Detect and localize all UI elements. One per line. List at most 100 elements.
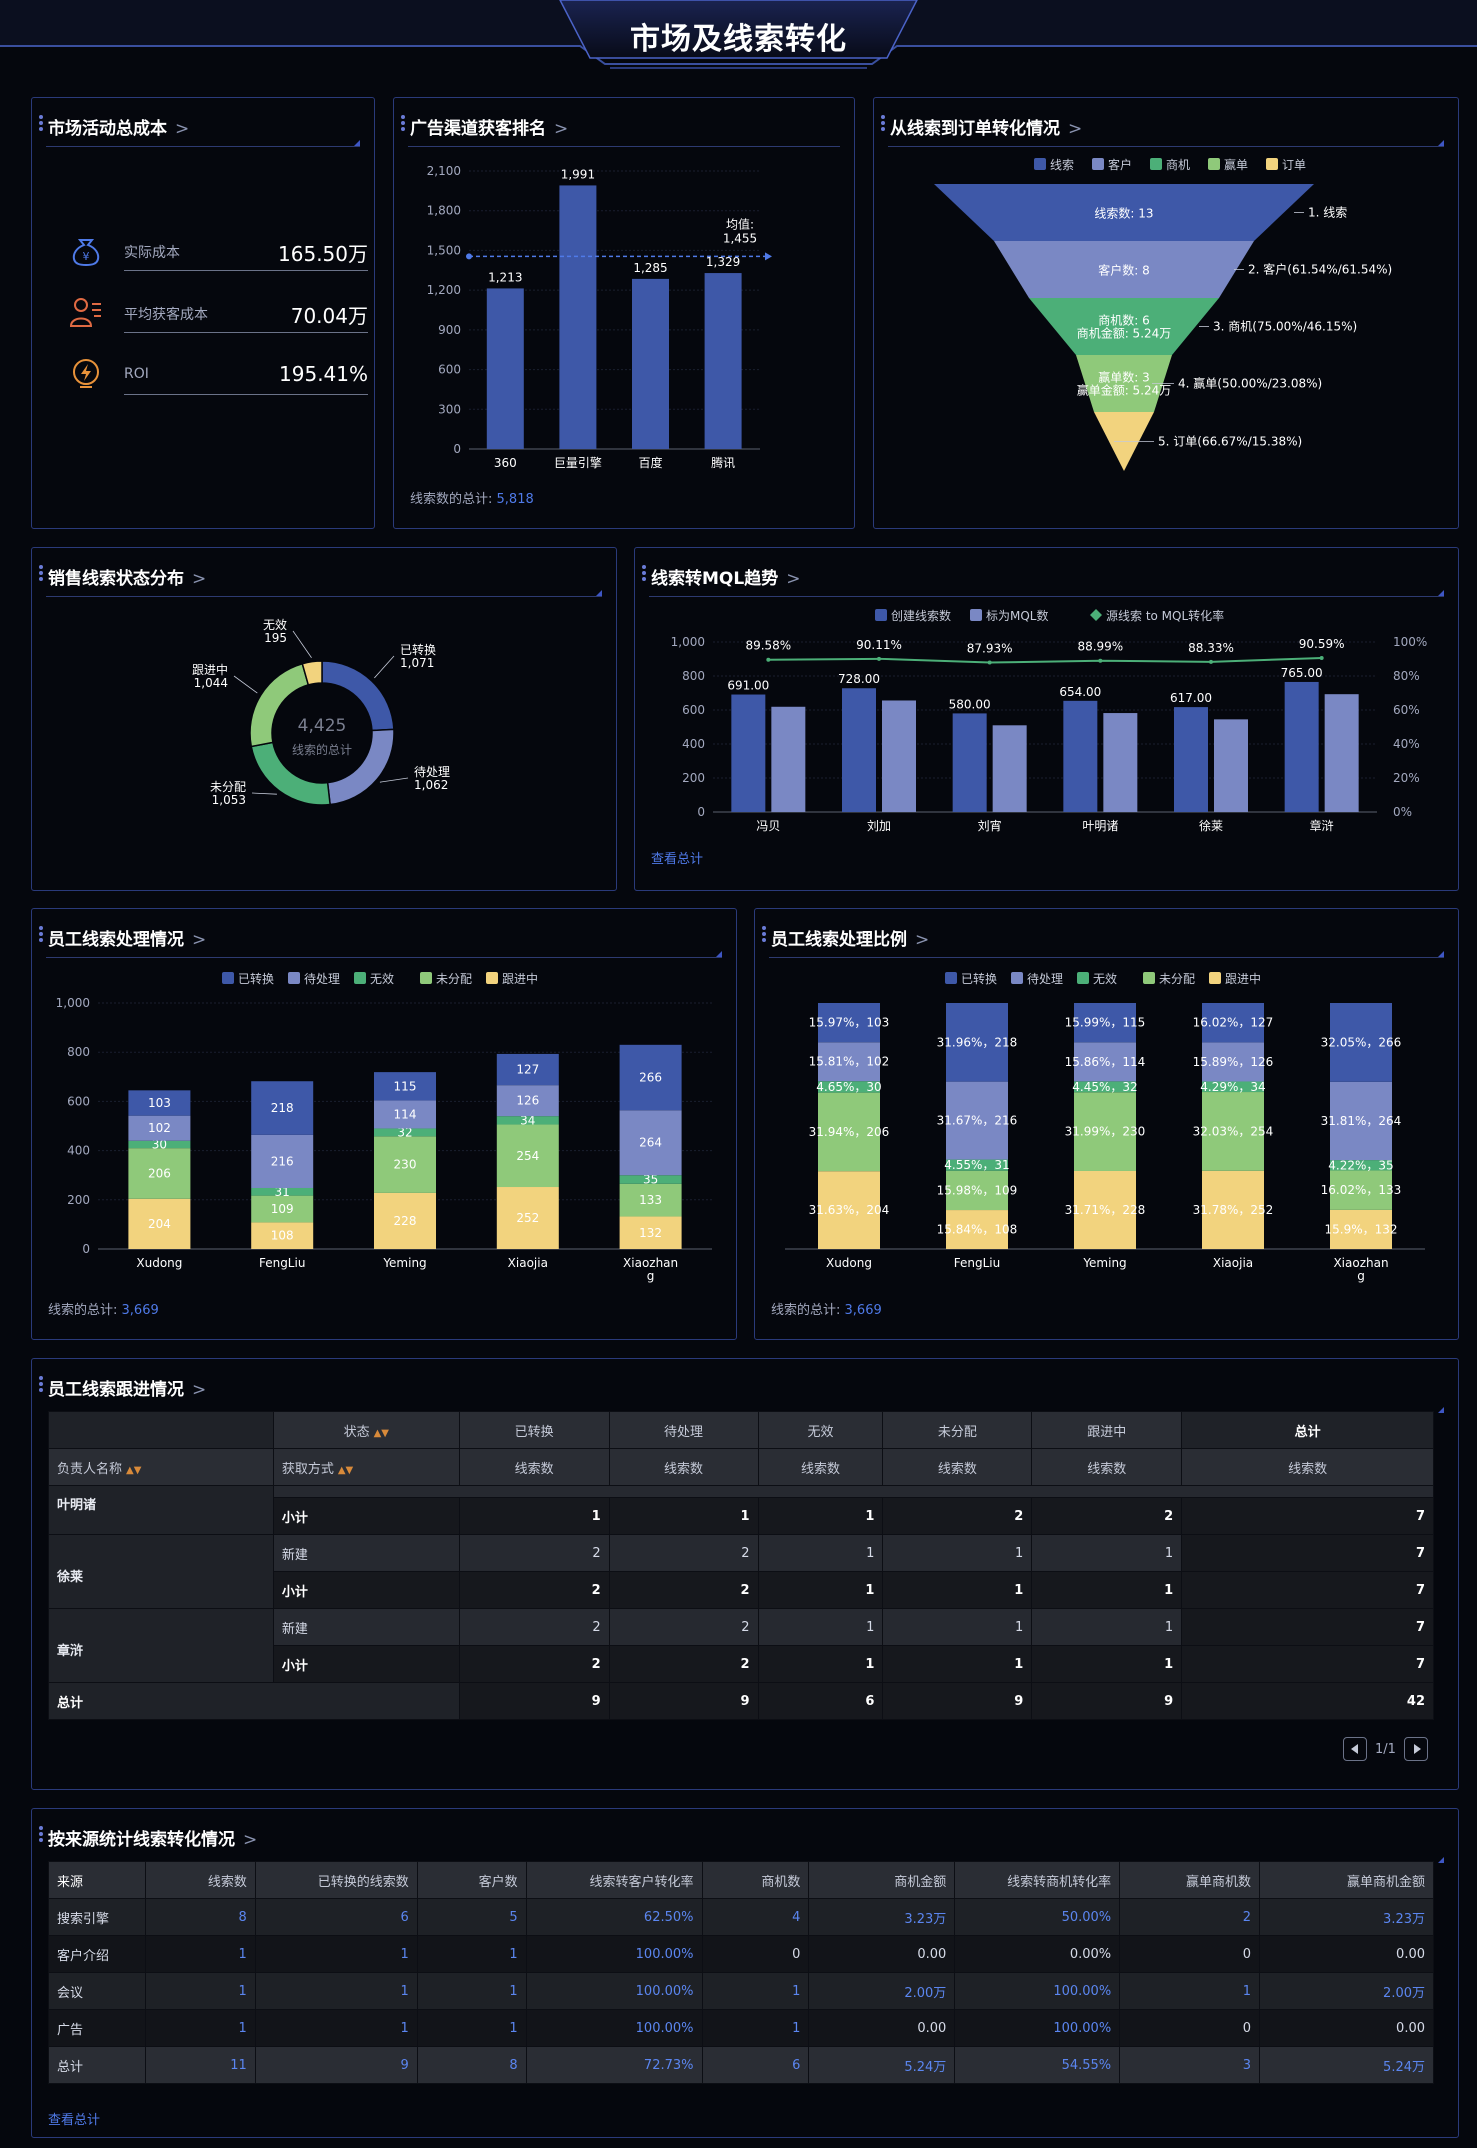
follow-panel-title[interactable]: 员工线索跟进情况 > xyxy=(39,1375,206,1400)
x-tick-label: Yeming xyxy=(382,1256,426,1270)
stack-segment xyxy=(1202,1042,1264,1082)
kpi-value: 165.50万 xyxy=(278,242,368,266)
segment-label: 34 xyxy=(520,1113,535,1127)
x-tick-label: 冯贝 xyxy=(756,819,780,833)
funnel-panel-title[interactable]: 从线索到订单转化情况 > xyxy=(881,114,1082,139)
kpi-roi: ROI 195.41% xyxy=(68,354,368,402)
table-row: 小计 2 2 1 1 1 7 xyxy=(49,1571,1434,1609)
value-cell: 6 xyxy=(757,1682,884,1720)
sort-icon[interactable]: ▲▼ xyxy=(373,1427,389,1439)
value-cell: 6 xyxy=(254,1898,418,1936)
value-cell: 42 xyxy=(1181,1682,1434,1720)
header-cell: 商机数 xyxy=(701,1861,810,1899)
legend-label: 线索 xyxy=(1050,158,1074,172)
mql-panel: 线索转MQL趋势 > 创建线索数 标为MQL数 源线索 to MQL转化率 0 0% 200… xyxy=(634,547,1459,891)
header-cell: 已转换 xyxy=(458,1411,610,1449)
table-row: 搜索引擎 8 6 5 62.50% 4 3.23万 50.00% 2 3.23万 xyxy=(48,1898,1434,1936)
segment-label: 4.65%，30 xyxy=(816,1080,881,1094)
kpi-value: 195.41% xyxy=(279,362,368,386)
stack-segment xyxy=(1330,1209,1392,1249)
segment-label: 228 xyxy=(394,1214,417,1228)
sort-icon[interactable]: ▲▼ xyxy=(126,1464,142,1476)
average-value: 1,455 xyxy=(723,231,757,245)
funnel-inner-label: 商机金额: 5.24万 xyxy=(1077,326,1172,341)
header-status[interactable]: 状态 ▲▼ xyxy=(272,1411,460,1449)
value-cell: 2 xyxy=(1119,1898,1261,1936)
value-cell: 1 xyxy=(882,1534,1033,1572)
bar xyxy=(952,713,987,812)
legend-label: 跟进中 xyxy=(502,971,538,986)
table-row: 总计 11 9 8 72.73% 6 5.24万 54.55% 3 5.24万 xyxy=(48,2046,1434,2084)
header-cell: 线索转商机转化率 xyxy=(954,1861,1121,1899)
value-cell: 1 xyxy=(144,1972,256,2010)
mql-panel-title[interactable]: 线索转MQL趋势 > xyxy=(642,564,800,589)
value-cell: 2 xyxy=(458,1645,610,1683)
segment-label: 15.86%，114 xyxy=(1065,1055,1146,1069)
donut-slice-value: 1,071 xyxy=(400,656,434,670)
rate-label: 90.59% xyxy=(1299,637,1345,651)
stack-segment xyxy=(374,1128,436,1137)
cost-panel-title[interactable]: 市场活动总成本 > xyxy=(39,114,189,139)
bar xyxy=(731,694,766,812)
value-cell: 8 xyxy=(416,2046,527,2084)
value-cell: 1 xyxy=(1031,1645,1183,1683)
sort-icon[interactable]: ▲▼ xyxy=(337,1464,354,1476)
mql-view-total-link[interactable]: 查看总计 xyxy=(651,852,704,867)
value-cell: 客户介绍 xyxy=(48,1935,146,1973)
bar-value-label: 1,285 xyxy=(633,261,667,275)
bar xyxy=(486,288,524,449)
ratio-panel-title[interactable]: 员工线索处理比例 > xyxy=(762,925,929,950)
rate-line xyxy=(768,656,1322,664)
kpi-actual-cost: ¥ 实际成本 165.50万 xyxy=(68,230,368,278)
funnel-inner-label: 赢单数: 3 xyxy=(1098,370,1150,385)
source-panel-title[interactable]: 按来源统计线索转化情况 > xyxy=(39,1825,257,1850)
prev-page-button[interactable] xyxy=(1342,1737,1367,1761)
value-cell: 2 xyxy=(608,1571,759,1609)
bar xyxy=(842,688,876,812)
segment-label: 31.99%，230 xyxy=(1065,1125,1146,1139)
donut-slice-name: 已转换 xyxy=(400,642,436,657)
bar xyxy=(704,273,742,449)
row-type: 新建 xyxy=(272,1534,460,1572)
emp-footer: 线索的总计: 3,669 xyxy=(48,1303,159,1318)
table-total-row: 总计 9 9 6 9 9 42 xyxy=(48,1682,1434,1720)
stack-segment xyxy=(818,1171,880,1249)
x-tick-label: FengLiu xyxy=(954,1256,1000,1270)
segment-label: 15.9%，132 xyxy=(1324,1222,1397,1236)
bar-value-label: 1,329 xyxy=(706,255,740,269)
emp-panel-title[interactable]: 员工线索处理情况 > xyxy=(39,925,206,950)
stack-segment xyxy=(946,1170,1008,1211)
header-cell: 商机金额 xyxy=(808,1861,956,1899)
donut-slice-value: 1,044 xyxy=(194,676,228,690)
value-cell: 1 xyxy=(254,1972,418,2010)
legend-label: 未分配 xyxy=(1159,972,1195,986)
header-cell: 线索数 xyxy=(608,1448,759,1486)
segment-label: 15.99%，115 xyxy=(1065,1016,1146,1030)
value-cell: 2 xyxy=(608,1534,759,1572)
source-view-total-link[interactable]: 查看总计 xyxy=(48,2113,101,2128)
header-source[interactable]: 获取方式 ▲▼ xyxy=(272,1448,460,1486)
ratio-panel: 员工线索处理比例 > 已转换 待处理 无效 未分配 跟进中 31.63%，204 31.94%… xyxy=(754,908,1459,1340)
donut-slice-name: 无效 xyxy=(263,617,287,632)
stack-segment xyxy=(496,1124,559,1188)
header-owner[interactable]: 负责人名称 ▲▼ xyxy=(48,1448,274,1486)
header-cell: 线索数 xyxy=(757,1448,884,1486)
x-tick-label: Xiaozhan xyxy=(623,1256,678,1270)
channel-panel-title[interactable]: 广告渠道获客排名 > xyxy=(401,114,568,139)
segment-label: 114 xyxy=(394,1107,417,1121)
bar-value-label: 728.00 xyxy=(838,672,880,686)
segment-label: 4.22%，35 xyxy=(1328,1158,1393,1172)
header-cell: 线索转客户转化率 xyxy=(525,1861,703,1899)
bar xyxy=(1063,700,1098,812)
x-tick-label: Xiaojia xyxy=(508,1256,548,1270)
next-page-button[interactable] xyxy=(1404,1737,1428,1761)
segment-label: 266 xyxy=(639,1071,662,1085)
segment-label: 133 xyxy=(639,1193,662,1207)
donut-leader-line xyxy=(379,777,409,783)
legend-label: 源线索 to MQL转化率 xyxy=(1106,608,1224,623)
segment-label: 4.29%，34 xyxy=(1200,1080,1265,1094)
status-panel-title[interactable]: 销售线索状态分布 > xyxy=(39,564,206,589)
stack-segment xyxy=(374,1072,436,1101)
bar xyxy=(882,700,916,812)
